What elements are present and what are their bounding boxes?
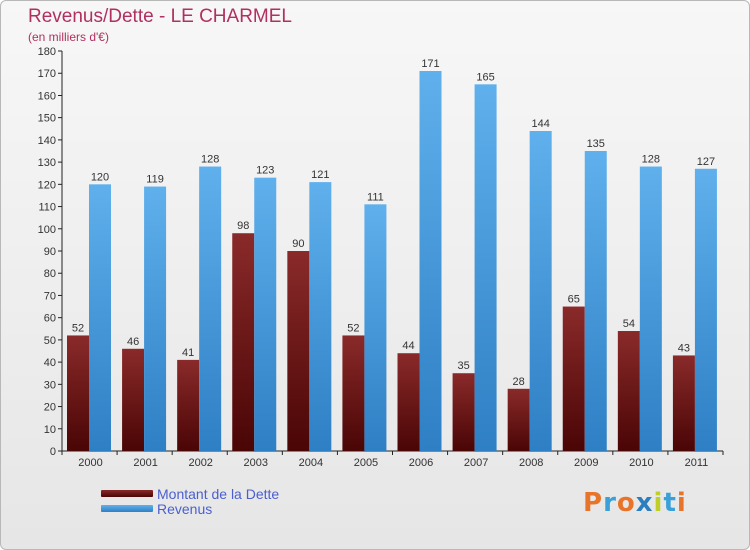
bar-revenus <box>474 84 497 451</box>
logo-letter: t <box>663 488 677 518</box>
legend-swatch-dette <box>101 490 153 497</box>
logo-letter: i <box>676 488 687 518</box>
logo-letter: o <box>616 488 636 518</box>
data-label: 111 <box>367 191 384 203</box>
data-label: 171 <box>421 58 439 70</box>
data-label: 44 <box>402 340 414 352</box>
bar-dette <box>672 355 695 451</box>
data-label: 128 <box>201 154 219 166</box>
y-tick-label: 10 <box>44 424 56 436</box>
y-tick-label: 160 <box>38 90 56 102</box>
data-label: 52 <box>72 322 84 334</box>
x-tick-label: 2008 <box>519 457 543 469</box>
logo-letter: r <box>603 488 617 518</box>
bars <box>67 71 717 452</box>
y-tick-label: 80 <box>44 268 56 280</box>
chart-title: Revenus/Dette - LE CHARMEL <box>28 6 292 27</box>
x-tick-label: 2002 <box>188 457 212 469</box>
bar-revenus <box>364 204 387 451</box>
legend-label-revenus: Revenus <box>157 501 213 517</box>
data-label: 119 <box>146 174 164 186</box>
bar-revenus <box>254 177 277 451</box>
y-tick-label: 140 <box>38 135 56 147</box>
bar-revenus <box>144 186 167 452</box>
proxiti-logo: Proxiti <box>583 488 687 518</box>
y-tick-label: 70 <box>44 290 56 302</box>
bar-revenus <box>584 151 607 451</box>
bar-dette <box>232 233 255 451</box>
bar-dette <box>177 359 200 451</box>
bar-revenus <box>89 184 111 452</box>
logo-letter: x <box>635 488 654 518</box>
data-label: 123 <box>256 165 274 177</box>
x-tick-label: 2005 <box>354 457 378 469</box>
y-tick-label: 170 <box>38 68 56 80</box>
bar-dette <box>397 353 420 451</box>
data-label: 65 <box>568 294 580 306</box>
x-tick-label: 2007 <box>464 457 488 469</box>
x-tick-label: 2006 <box>409 457 433 469</box>
bar-dette <box>287 251 310 451</box>
data-label: 128 <box>642 154 660 166</box>
data-label: 120 <box>91 171 109 183</box>
bar-dette <box>507 388 530 451</box>
logo-letter: i <box>653 488 664 518</box>
bar-dette <box>452 373 475 451</box>
data-label: 46 <box>127 336 139 348</box>
y-tick-label: 50 <box>44 335 56 347</box>
bar-dette <box>122 348 145 451</box>
axes: 0 10 20 30 40 50 60 70 80 90 100 110 120 130 140 150 160… <box>38 46 724 469</box>
y-tick-label: 180 <box>38 46 56 58</box>
x-tick-label: 2001 <box>133 457 157 469</box>
bar-revenus <box>309 182 332 451</box>
data-label: 165 <box>476 71 494 83</box>
data-label: 54 <box>623 318 635 330</box>
data-label: 35 <box>457 360 469 372</box>
x-tick-label: 2003 <box>244 457 268 469</box>
data-label: 98 <box>237 220 249 232</box>
y-tick-label: 90 <box>44 246 56 258</box>
legend-label-dette: Montant de la Dette <box>157 486 280 502</box>
bar-revenus <box>639 166 662 452</box>
bar-revenus <box>419 71 442 451</box>
value-labels: 52 46 41 98 90 52 44 35 28 65 54 43 120 119 128 123 121 1… <box>72 58 715 388</box>
legend-swatch-revenus <box>101 505 153 512</box>
bar-dette <box>67 335 89 451</box>
data-label: 52 <box>347 322 359 334</box>
logo-letter: P <box>583 488 604 518</box>
y-tick-label: 30 <box>44 379 56 391</box>
bar-dette <box>342 335 365 451</box>
data-label: 127 <box>697 156 715 168</box>
y-tick-label: 100 <box>38 224 56 236</box>
data-label: 90 <box>292 238 304 250</box>
bar-revenus <box>529 131 552 451</box>
x-tick-label: 2009 <box>574 457 598 469</box>
y-tick-label: 110 <box>38 202 56 214</box>
x-tick-label: 2004 <box>299 457 323 469</box>
data-label: 144 <box>531 118 549 130</box>
y-tick-label: 0 <box>50 446 56 458</box>
data-label: 121 <box>311 169 329 181</box>
data-label: 43 <box>678 342 690 354</box>
x-tick-label: 2000 <box>78 457 102 469</box>
y-tick-label: 130 <box>38 157 56 169</box>
y-tick-label: 150 <box>38 113 56 125</box>
data-label: 41 <box>182 347 194 359</box>
bar-dette <box>617 331 640 451</box>
y-tick-label: 60 <box>44 313 56 325</box>
data-label: 28 <box>513 376 525 388</box>
data-label: 135 <box>587 138 605 150</box>
x-tick-label: 2010 <box>629 457 653 469</box>
bar-dette <box>562 306 585 451</box>
bar-revenus <box>694 168 717 451</box>
y-tick-label: 120 <box>38 179 56 191</box>
y-tick-label: 20 <box>44 402 56 414</box>
x-tick-label: 2011 <box>685 457 709 469</box>
chart-subtitle: (en milliers d'€) <box>28 30 109 44</box>
bar-revenus <box>199 166 222 452</box>
y-tick-label: 40 <box>44 357 56 369</box>
